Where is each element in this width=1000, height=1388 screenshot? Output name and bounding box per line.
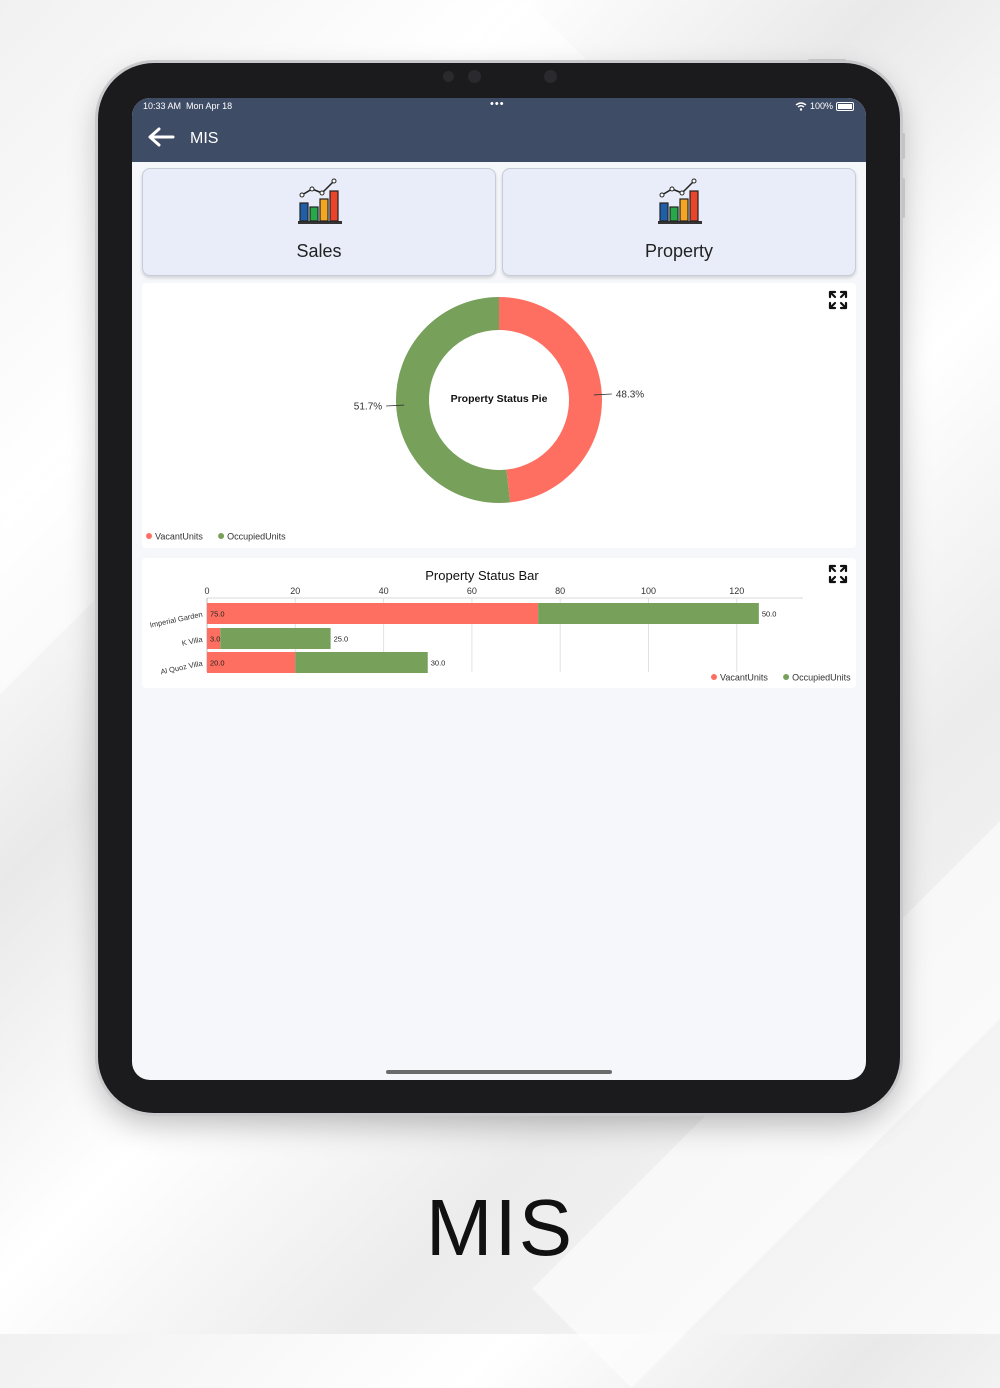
property-status-pie-chart: Property Status Pie 48.3% 51.7% VacantUni… xyxy=(146,297,644,542)
pie-center-title: Property Status Pie xyxy=(451,393,548,405)
bar-segment-occupiedunits[interactable] xyxy=(220,628,331,649)
property-status-pie-card: Property Status Pie 48.3% 51.7% VacantUni… xyxy=(142,283,856,548)
x-tick-label: 20 xyxy=(290,586,300,596)
bar-value-label: 75.0 xyxy=(210,610,225,619)
y-category-label: Al Quoz Villa xyxy=(160,658,205,676)
property-tile[interactable]: Property xyxy=(502,168,856,276)
bar-chart-icon xyxy=(298,178,342,224)
bar-chart-title: Property Status Bar xyxy=(425,568,539,583)
front-camera xyxy=(468,70,481,83)
bar-segment-vacantunits[interactable] xyxy=(207,603,539,624)
y-category-label: K Villa xyxy=(181,634,204,647)
sales-tile[interactable]: Sales xyxy=(142,168,496,276)
expand-icon[interactable] xyxy=(828,564,848,584)
battery-percent: 100% xyxy=(809,101,833,111)
property-status-bar-card: Property Status Bar 0 20 40 60 80 100 120 Impe… xyxy=(142,558,856,688)
legend-label[interactable]: OccupiedUnits xyxy=(227,532,286,542)
bar-value-label: 30.0 xyxy=(431,659,446,668)
pie-slice-label: 51.7% xyxy=(354,402,382,413)
bar-value-label: 25.0 xyxy=(334,635,349,644)
x-tick-label: 0 xyxy=(204,586,209,596)
pie-slice-label: 48.3% xyxy=(616,389,644,400)
legend-label[interactable]: VacantUnits xyxy=(720,673,768,683)
sales-tile-label: Sales xyxy=(296,241,342,261)
arrow-left-icon[interactable] xyxy=(146,126,176,148)
app-header: 10:33 AM Mon Apr 18 ••• 100% MIS xyxy=(132,98,866,162)
property-status-bar-chart: Property Status Bar 0 20 40 60 80 100 120 Impe… xyxy=(149,568,851,683)
bar-segment-occupiedunits[interactable] xyxy=(295,652,428,673)
legend-marker xyxy=(146,533,152,539)
pie-label-leader xyxy=(593,393,612,396)
legend-marker xyxy=(783,674,790,680)
device-side-button xyxy=(902,178,905,218)
x-tick-label: 60 xyxy=(467,586,477,596)
bar-value-label: 3.0 xyxy=(210,635,220,644)
pie-label-leader xyxy=(386,404,405,407)
tablet-device-frame: 10:33 AM Mon Apr 18 ••• 100% MIS xyxy=(98,59,905,1113)
caption-title: MIS xyxy=(425,1183,575,1272)
bar-value-label: 50.0 xyxy=(762,610,777,619)
bar-segment-vacantunits[interactable] xyxy=(207,652,296,673)
status-time: 10:33 AM Mon Apr 18 xyxy=(143,101,233,111)
status-indicators: 100% xyxy=(795,101,854,111)
home-indicator[interactable] xyxy=(386,1070,612,1074)
x-tick-label: 40 xyxy=(379,586,389,596)
bar-value-label: 20.0 xyxy=(210,659,225,668)
bar-chart-icon xyxy=(658,178,702,224)
wifi-icon xyxy=(795,101,807,111)
device-side-button xyxy=(902,133,905,159)
front-camera xyxy=(544,70,557,83)
multitasking-dots[interactable]: ••• xyxy=(490,98,505,110)
y-category-label: Imperial Garden xyxy=(149,610,203,630)
page-title: MIS xyxy=(190,130,219,147)
legend-marker xyxy=(711,674,717,680)
property-tile-label: Property xyxy=(644,241,714,261)
legend-label[interactable]: VacantUnits xyxy=(155,532,203,542)
device-top-button xyxy=(808,59,846,62)
expand-icon[interactable] xyxy=(828,290,848,310)
front-camera xyxy=(443,71,454,82)
battery-icon xyxy=(836,101,854,111)
pie-slice-occupiedunits[interactable] xyxy=(395,297,510,503)
bar-segment-vacantunits[interactable] xyxy=(207,628,221,649)
bar-segment-occupiedunits[interactable] xyxy=(538,603,759,624)
x-tick-label: 100 xyxy=(641,586,656,596)
legend-label[interactable]: OccupiedUnits xyxy=(792,673,851,683)
legend-marker xyxy=(218,533,225,539)
x-tick-label: 120 xyxy=(729,586,744,596)
app-screen: 10:33 AM Mon Apr 18 ••• 100% MIS xyxy=(132,98,866,1080)
x-tick-label: 80 xyxy=(555,586,565,596)
pie-slice-vacantunits[interactable] xyxy=(499,297,602,503)
